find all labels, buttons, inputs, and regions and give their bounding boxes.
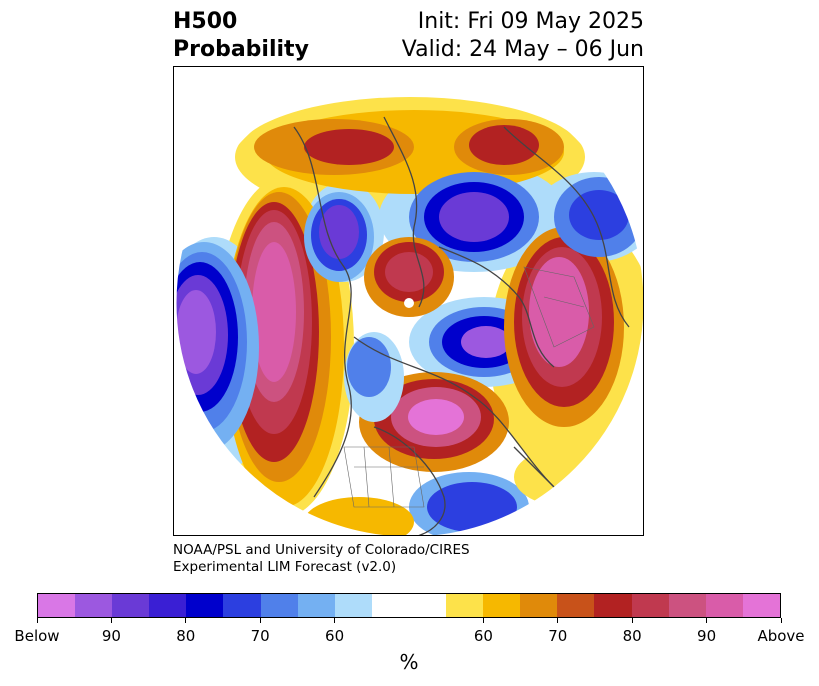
colorbar-segment [334, 594, 372, 617]
colorbar-tick-label: 90 [697, 627, 717, 645]
colorbar-segment [371, 594, 409, 617]
colorbar-tick [631, 618, 633, 623]
colorbar-tick-label: 60 [325, 627, 345, 645]
colorbar-tick [36, 618, 38, 623]
colorbar-segment [260, 594, 298, 617]
colorbar-tick [259, 618, 261, 623]
colorbar-segment [520, 594, 558, 617]
title-variable-line1: H500 [173, 9, 238, 34]
colorbar [37, 593, 781, 618]
colorbar-tick-label: Above [757, 627, 805, 645]
colorbar-segment [483, 594, 521, 617]
colorbar-unit: % [399, 650, 419, 674]
colorbar-segment [631, 594, 669, 617]
colorbar-tick [557, 618, 559, 623]
credit-line1: NOAA/PSL and University of Colorado/CIRE… [173, 542, 470, 558]
colorbar-segment [297, 594, 335, 617]
colorbar-tick-label: 90 [101, 627, 121, 645]
title-dates: Init: Fri 09 May 2025 Valid: 24 May – 06… [402, 8, 644, 64]
colorbar-segment [742, 594, 780, 617]
valid-dates: Valid: 24 May – 06 Jun [401, 37, 644, 62]
map-svg [175, 68, 643, 535]
colorbar-segment [149, 594, 187, 617]
north-pole-marker [404, 298, 414, 308]
colorbar-segment [408, 594, 447, 617]
colorbar-segment [75, 594, 113, 617]
colorbar-segment [186, 594, 224, 617]
colorbar-tick-label: 70 [250, 627, 270, 645]
colorbar-segment [557, 594, 595, 617]
colorbar-segment [112, 594, 150, 617]
colorbar-tick [780, 618, 782, 623]
colorbar-tick [110, 618, 112, 623]
title-variable: H500 Probability [173, 8, 309, 64]
borders [343, 266, 595, 508]
colorbar-tick-label: 60 [473, 627, 493, 645]
colorbar-segment [446, 594, 484, 617]
colorbar-segment [705, 594, 743, 617]
colorbar-segment [668, 594, 706, 617]
probability-map [173, 66, 644, 536]
colorbar-tick-label: Below [14, 627, 60, 645]
credit-line2: Experimental LIM Forecast (v2.0) [173, 559, 397, 575]
colorbar-tick [334, 618, 336, 623]
colorbar-segment [594, 594, 632, 617]
colorbar-tick [482, 618, 484, 623]
colorbar-tick-label: 70 [548, 627, 568, 645]
anomaly-field [176, 69, 643, 535]
colorbar-tick [185, 618, 187, 623]
coastlines [293, 116, 630, 535]
colorbar-tick-label: 80 [622, 627, 642, 645]
title-variable-line2: Probability [173, 37, 309, 62]
colorbar-segment [223, 594, 261, 617]
colorbar-segment [38, 594, 76, 617]
credit: NOAA/PSL and University of Colorado/CIRE… [173, 542, 470, 576]
colorbar-tick [706, 618, 708, 623]
colorbar-tick-label: 80 [176, 627, 196, 645]
init-date: Init: Fri 09 May 2025 [417, 9, 644, 34]
